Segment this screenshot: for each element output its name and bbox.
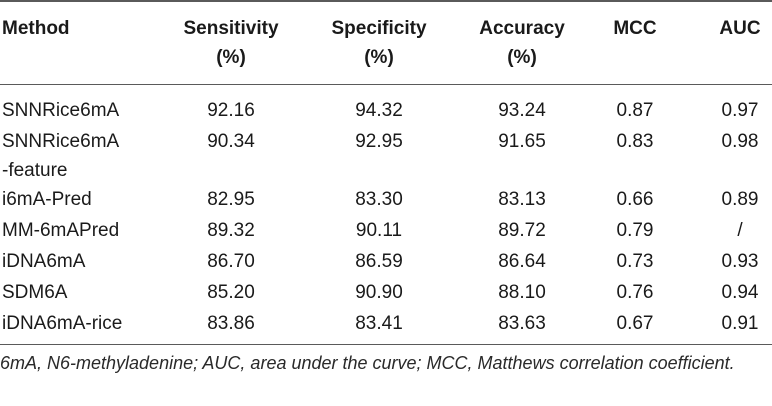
header-rule [0, 84, 772, 85]
cell-sens: 89.32 [207, 220, 255, 241]
row-method: SNNRice6mA [2, 131, 120, 152]
row-method: i6mA-Pred [2, 189, 92, 210]
header-mcc: MCC [605, 14, 665, 43]
cell-auc: / [737, 220, 743, 241]
table-footnote: 6mA, N6-methyladenine; AUC, area under t… [0, 353, 735, 373]
cell-mcc: 0.87 [616, 100, 654, 121]
cell-mcc: 0.83 [616, 131, 654, 152]
cell-auc: 0.97 [721, 100, 759, 121]
cell-sens: 90.34 [207, 131, 255, 152]
cell-acc: 88.10 [498, 282, 546, 303]
cell-mcc: 0.76 [616, 282, 654, 303]
cell-sens: 83.86 [207, 313, 255, 334]
cell-mcc: 0.66 [616, 189, 654, 210]
cell-spec: 90.90 [355, 282, 403, 303]
cell-sens: 85.20 [207, 282, 255, 303]
cell-spec: 86.59 [355, 251, 403, 272]
cell-sens: 82.95 [207, 189, 255, 210]
row-method: MM-6mAPred [2, 220, 120, 241]
row-method: iDNA6mA-rice [2, 313, 123, 334]
cell-sens: 92.16 [207, 100, 255, 121]
header-auc-label: AUC [719, 18, 761, 39]
row-method: SNNRice6mA [2, 100, 120, 121]
row-method: iDNA6mA [2, 251, 86, 272]
row-method-continued: -feature [2, 160, 68, 181]
header-method-label: Method [2, 18, 70, 39]
cell-spec: 90.11 [355, 220, 403, 241]
cell-auc: 0.93 [721, 251, 759, 272]
cell-acc: 86.64 [498, 251, 546, 272]
cell-mcc: 0.67 [616, 313, 654, 334]
cell-auc: 0.91 [721, 313, 759, 334]
header-method: Method [2, 14, 70, 43]
cell-spec: 83.41 [355, 313, 403, 334]
header-specificity: Specificity (%) [318, 14, 440, 72]
header-mcc-label: MCC [613, 18, 657, 39]
header-accuracy-unit: (%) [507, 47, 537, 68]
cell-spec: 94.32 [355, 100, 403, 121]
header-sensitivity-unit: (%) [216, 47, 246, 68]
cell-acc: 93.24 [498, 100, 546, 121]
cell-auc: 0.98 [721, 131, 759, 152]
cell-mcc: 0.79 [616, 220, 654, 241]
cell-auc: 0.89 [721, 189, 759, 210]
cell-mcc: 0.73 [616, 251, 654, 272]
cell-spec: 83.30 [355, 189, 403, 210]
cell-acc: 83.13 [498, 189, 546, 210]
cell-auc: 0.94 [721, 282, 759, 303]
header-specificity-unit: (%) [364, 47, 394, 68]
cell-acc: 91.65 [498, 131, 546, 152]
header-accuracy-label: Accuracy [479, 18, 565, 39]
cell-spec: 92.95 [355, 131, 403, 152]
header-auc: AUC [712, 14, 768, 43]
cell-acc: 89.72 [498, 220, 546, 241]
table-bottom-rule [0, 344, 772, 345]
cell-sens: 86.70 [207, 251, 255, 272]
cell-acc: 83.63 [498, 313, 546, 334]
table-top-rule [0, 0, 772, 2]
header-sensitivity: Sensitivity (%) [172, 14, 290, 72]
header-accuracy: Accuracy (%) [466, 14, 578, 72]
header-specificity-label: Specificity [331, 18, 427, 39]
header-sensitivity-label: Sensitivity [183, 18, 279, 39]
row-method: SDM6A [2, 282, 68, 303]
